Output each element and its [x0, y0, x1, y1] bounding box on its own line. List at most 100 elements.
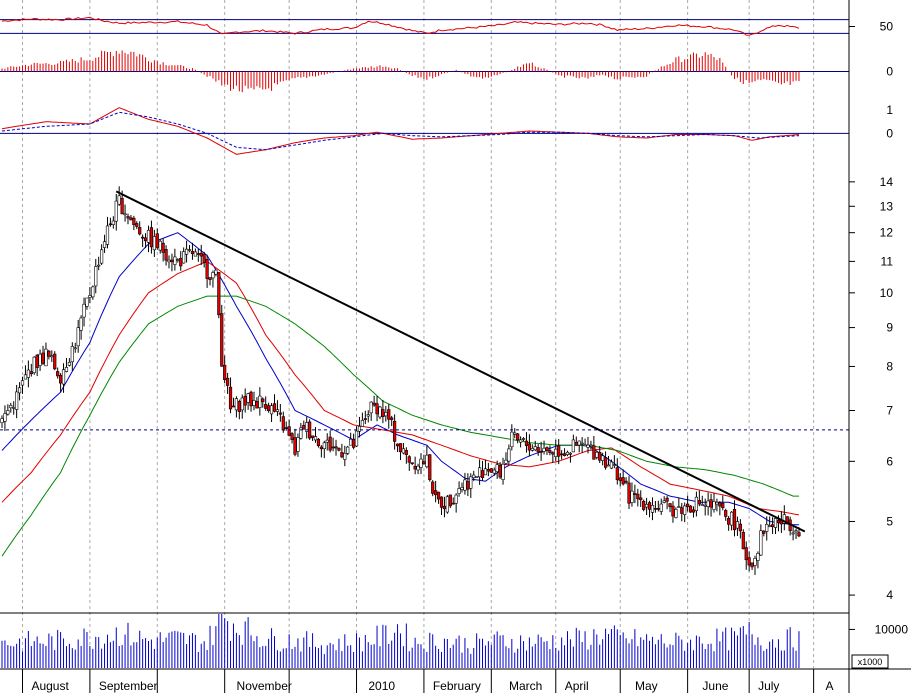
candle-body	[255, 400, 259, 409]
candle-body	[132, 217, 136, 225]
candle-body	[26, 369, 30, 378]
candle-body	[228, 386, 233, 410]
candle-body	[331, 446, 335, 449]
candle-body	[732, 508, 737, 531]
candle-body	[217, 272, 221, 316]
candle-body	[64, 367, 69, 372]
candle-body	[794, 530, 798, 533]
candle-body	[249, 391, 253, 407]
candle-body	[729, 511, 734, 526]
candle-body	[568, 452, 573, 455]
candle-body	[199, 252, 203, 257]
candle-body	[644, 504, 649, 508]
price-tick-label: 8	[886, 359, 893, 373]
candle-body	[129, 217, 133, 221]
candle-body	[451, 502, 455, 505]
candle-body	[366, 414, 370, 417]
candle-body	[665, 497, 669, 502]
price-tick-label: 11	[881, 254, 894, 268]
candle-body	[47, 350, 51, 357]
price-tick-label: 12	[880, 226, 894, 240]
x-tick-label: April	[565, 679, 589, 693]
candle-body	[636, 493, 640, 500]
candle-body	[354, 430, 359, 447]
candle-body	[387, 409, 391, 420]
candle-body	[574, 441, 578, 446]
candle-body	[15, 391, 19, 410]
candle-body	[278, 412, 282, 415]
candle-body	[448, 494, 452, 507]
candle-body	[724, 510, 728, 517]
candle-body	[527, 443, 531, 451]
candle-body	[375, 403, 379, 415]
candle-body	[372, 402, 376, 406]
candle-body	[642, 500, 646, 510]
candle-body	[580, 442, 584, 445]
candle-body	[340, 452, 344, 458]
candle-body	[369, 401, 373, 414]
price-tick-label: 9	[886, 321, 893, 335]
candle-body	[524, 440, 529, 446]
candle-body	[61, 369, 66, 385]
candle-body	[516, 433, 520, 441]
macd-tick-label: 1	[886, 103, 893, 117]
candle-body	[659, 503, 663, 512]
candle-body	[595, 451, 599, 458]
candle-body	[97, 264, 101, 267]
candle-body	[146, 229, 151, 243]
candle-body	[554, 448, 558, 457]
moving-average-ma_long	[1, 295, 799, 557]
candle-body	[480, 470, 485, 478]
candle-body	[773, 518, 778, 528]
candle-body	[677, 506, 681, 508]
candle-body	[697, 500, 701, 505]
candle-body	[305, 422, 309, 432]
candle-body	[302, 424, 306, 430]
candle-body	[759, 530, 763, 556]
candle-body	[721, 502, 725, 509]
candle-body	[187, 249, 192, 251]
price-tick-label: 4	[886, 588, 893, 602]
candle-body	[703, 504, 707, 507]
candle-body	[601, 455, 605, 461]
candle-body	[269, 405, 274, 415]
candle-body	[246, 393, 250, 403]
candle-body	[73, 347, 77, 350]
candle-body	[404, 450, 408, 455]
candle-body	[91, 286, 95, 298]
candle-body	[120, 197, 124, 215]
candle-body	[346, 446, 350, 454]
candle-body	[395, 443, 400, 447]
rsi-tick-label: 50	[880, 20, 894, 34]
candle-body	[378, 406, 382, 418]
candle-body	[100, 249, 104, 264]
candle-body	[603, 457, 608, 468]
candle-body	[545, 447, 549, 451]
candle-body	[35, 354, 39, 368]
candle-body	[407, 456, 411, 463]
candle-body	[135, 223, 139, 227]
volume-unit-box	[851, 654, 889, 669]
volume-unit-label: x1000	[858, 657, 883, 667]
candle-body	[683, 505, 687, 515]
candle-body	[38, 353, 42, 366]
candle-body	[770, 524, 775, 528]
candle-body	[633, 493, 637, 495]
candle-body	[123, 213, 127, 216]
candle-body	[425, 454, 429, 468]
candle-body	[442, 505, 447, 510]
candle-body	[483, 468, 488, 476]
candle-body	[164, 249, 168, 261]
candle-body	[562, 453, 567, 456]
candle-body	[287, 426, 291, 436]
candle-body	[686, 503, 690, 507]
candle-body	[419, 458, 423, 468]
candle-body	[226, 377, 230, 386]
x-tick-label: 2010	[368, 679, 395, 693]
candle-body	[586, 444, 590, 448]
candle-body	[316, 438, 321, 447]
volume-tick-label: 10000	[875, 622, 909, 636]
candle-body	[445, 496, 449, 513]
candle-body	[782, 514, 786, 524]
